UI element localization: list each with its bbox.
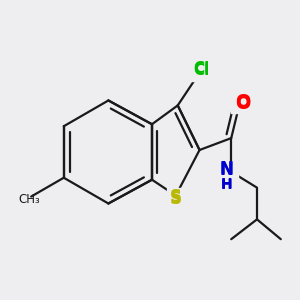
Text: H: H	[220, 178, 232, 192]
Text: S: S	[170, 190, 182, 208]
Text: H: H	[220, 177, 232, 191]
Text: N: N	[219, 161, 233, 179]
Text: S: S	[170, 188, 182, 206]
Text: O: O	[236, 95, 251, 113]
Text: Cl: Cl	[194, 63, 210, 78]
Text: O: O	[236, 93, 251, 111]
Text: N: N	[219, 160, 233, 178]
Bar	[224, 165, 238, 179]
Bar	[231, 98, 247, 113]
Text: Cl: Cl	[194, 61, 210, 76]
Text: CH₃: CH₃	[18, 193, 40, 206]
Bar	[189, 65, 210, 81]
Bar	[167, 188, 185, 203]
